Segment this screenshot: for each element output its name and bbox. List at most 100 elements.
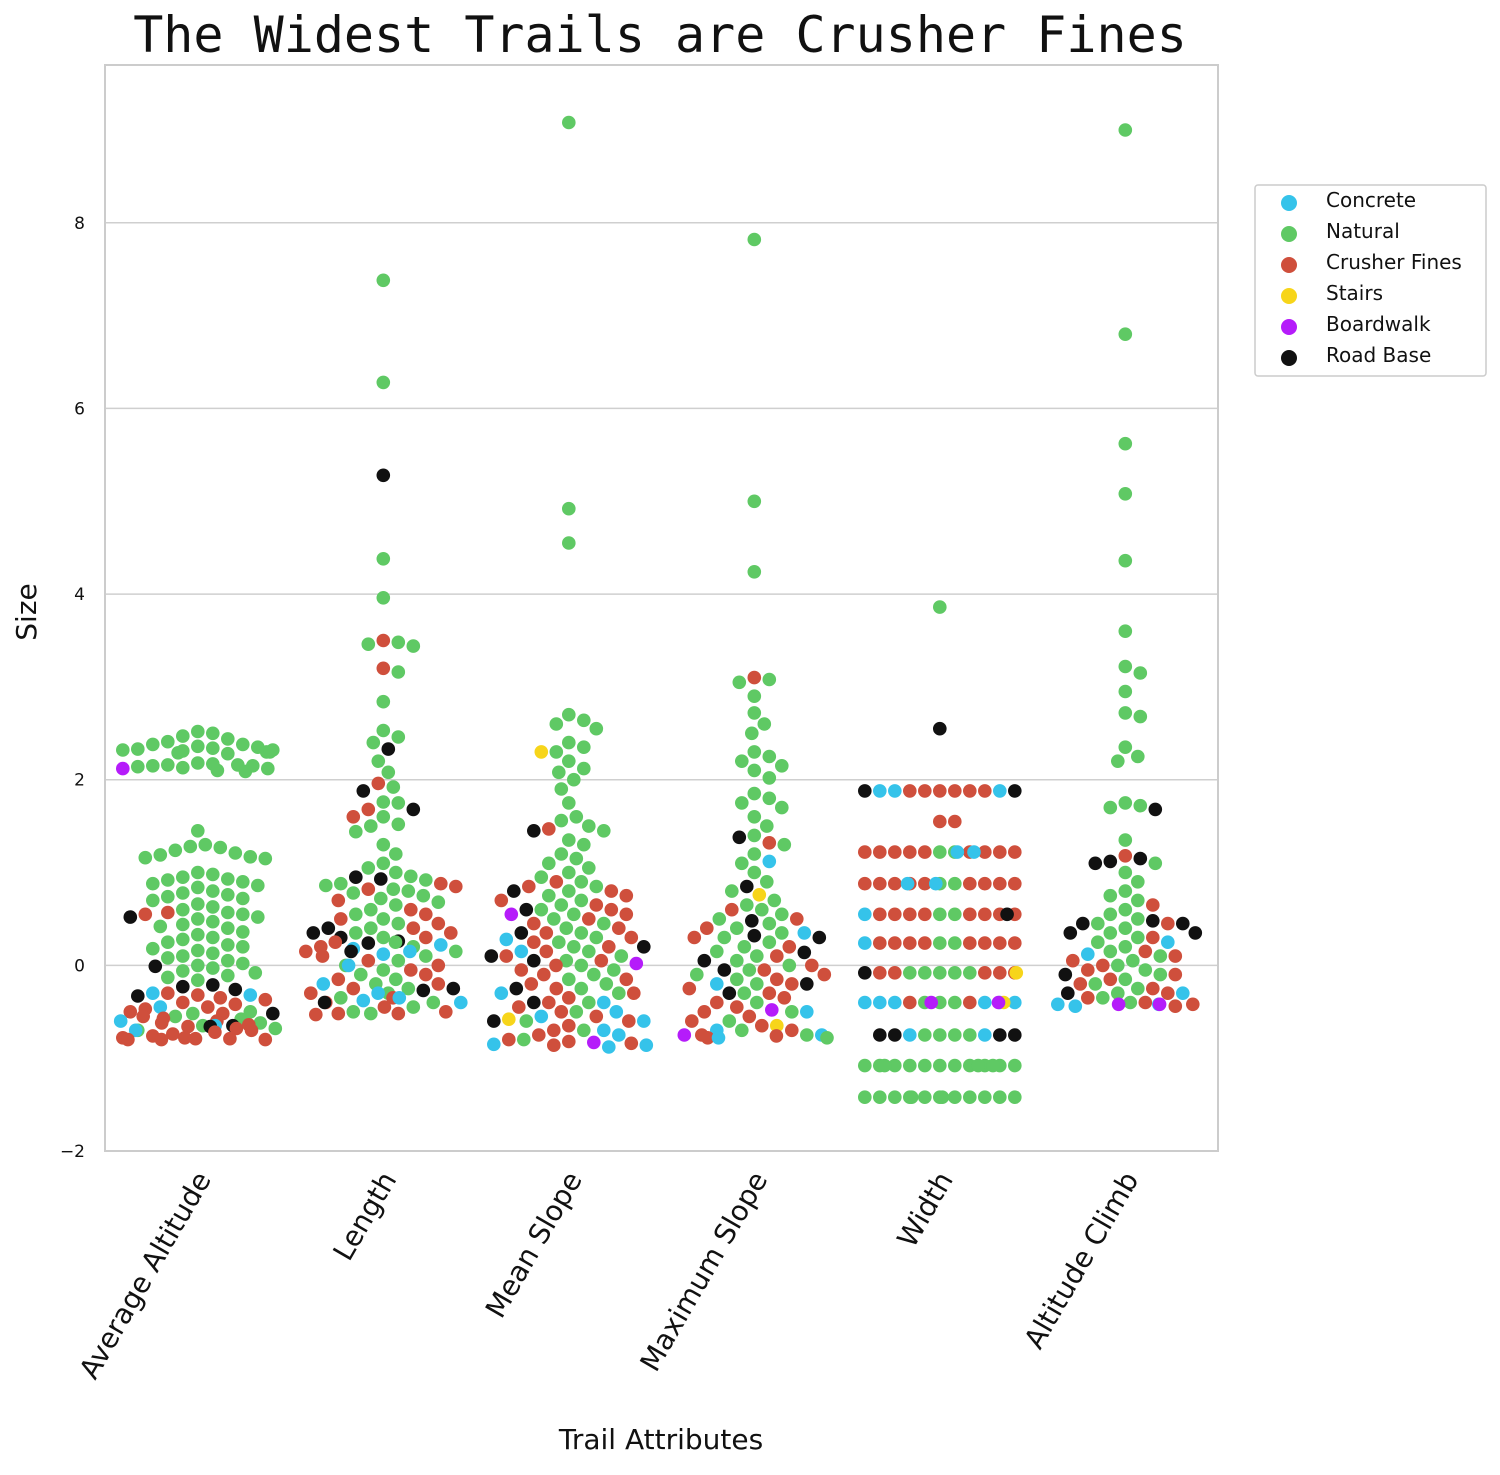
point-road-base bbox=[349, 870, 363, 884]
point-road-base bbox=[1189, 926, 1203, 940]
point-natural bbox=[191, 725, 205, 739]
point-concrete bbox=[535, 1010, 549, 1024]
point-crusher-fines bbox=[948, 815, 962, 829]
point-natural bbox=[191, 959, 205, 973]
point-natural bbox=[236, 875, 250, 889]
point-crusher-fines bbox=[392, 1007, 406, 1021]
point-concrete bbox=[610, 1005, 624, 1019]
point-road-base bbox=[176, 980, 190, 994]
point-road-base bbox=[1134, 852, 1148, 866]
point-crusher-fines bbox=[161, 986, 175, 1000]
point-crusher-fines bbox=[783, 940, 797, 954]
point-natural bbox=[1154, 949, 1168, 963]
point-natural bbox=[392, 665, 406, 679]
point-crusher-fines bbox=[590, 898, 604, 912]
point-natural bbox=[820, 1031, 834, 1045]
point-concrete bbox=[873, 996, 887, 1010]
point-stairs bbox=[502, 1012, 516, 1026]
point-natural bbox=[933, 845, 947, 859]
point-natural bbox=[738, 986, 752, 1000]
point-natural bbox=[214, 841, 228, 855]
point-crusher-fines bbox=[332, 973, 346, 987]
point-natural bbox=[1119, 973, 1133, 987]
point-natural bbox=[402, 884, 416, 898]
point-natural bbox=[392, 796, 406, 810]
point-crusher-fines bbox=[404, 963, 418, 977]
point-crusher-fines bbox=[903, 784, 917, 798]
point-concrete bbox=[798, 926, 812, 940]
plot-frame bbox=[105, 65, 1218, 1151]
point-concrete bbox=[978, 1028, 992, 1042]
point-crusher-fines bbox=[419, 968, 433, 982]
point-crusher-fines bbox=[299, 945, 313, 959]
point-crusher-fines bbox=[419, 931, 433, 945]
point-crusher-fines bbox=[419, 908, 433, 922]
point-concrete bbox=[901, 877, 915, 891]
point-crusher-fines bbox=[550, 875, 564, 889]
point-crusher-fines bbox=[918, 845, 932, 859]
point-crusher-fines bbox=[347, 810, 361, 824]
point-natural bbox=[364, 819, 378, 833]
point-natural bbox=[372, 754, 386, 768]
point-concrete bbox=[377, 947, 391, 961]
point-natural bbox=[933, 908, 947, 922]
point-concrete bbox=[357, 994, 371, 1008]
point-crusher-fines bbox=[208, 1025, 222, 1039]
point-natural bbox=[169, 844, 183, 858]
point-natural bbox=[154, 920, 168, 934]
point-natural bbox=[918, 1090, 932, 1104]
point-natural bbox=[582, 861, 596, 875]
point-natural bbox=[748, 706, 762, 720]
point-natural bbox=[191, 881, 205, 895]
point-natural bbox=[319, 879, 333, 893]
point-crusher-fines bbox=[590, 1010, 604, 1024]
point-natural bbox=[1119, 123, 1133, 137]
point-natural bbox=[1104, 801, 1118, 815]
point-crusher-fines bbox=[770, 949, 784, 963]
point-crusher-fines bbox=[332, 1007, 346, 1021]
point-natural bbox=[783, 959, 797, 973]
point-natural bbox=[550, 745, 564, 759]
point-crusher-fines bbox=[888, 936, 902, 950]
point-road-base bbox=[357, 784, 371, 798]
point-natural bbox=[176, 729, 190, 743]
point-natural bbox=[763, 673, 777, 687]
point-natural bbox=[191, 740, 205, 754]
point-concrete bbox=[640, 1038, 654, 1052]
point-crusher-fines bbox=[612, 921, 626, 935]
point-natural bbox=[547, 912, 561, 926]
point-natural bbox=[377, 695, 391, 709]
point-natural bbox=[1119, 796, 1133, 810]
point-natural bbox=[176, 761, 190, 775]
point-natural bbox=[377, 857, 391, 871]
point-natural bbox=[161, 890, 175, 904]
point-road-base bbox=[1176, 917, 1190, 931]
point-natural bbox=[1104, 908, 1118, 922]
point-crusher-fines bbox=[688, 931, 702, 945]
point-crusher-fines bbox=[1008, 936, 1022, 950]
point-crusher-fines bbox=[1169, 968, 1183, 982]
point-crusher-fines bbox=[515, 963, 529, 977]
point-boardwalk bbox=[587, 1036, 601, 1050]
point-road-base bbox=[698, 954, 712, 968]
point-natural bbox=[1154, 968, 1168, 982]
point-natural bbox=[146, 738, 160, 752]
point-crusher-fines bbox=[155, 1033, 169, 1047]
point-road-base bbox=[417, 984, 431, 998]
point-natural bbox=[1119, 903, 1133, 917]
point-crusher-fines bbox=[1169, 999, 1183, 1013]
point-crusher-fines bbox=[710, 996, 724, 1010]
point-natural bbox=[775, 908, 789, 922]
point-natural bbox=[986, 1059, 1000, 1073]
point-crusher-fines bbox=[1008, 845, 1022, 859]
point-road-base bbox=[637, 940, 651, 954]
point-natural bbox=[139, 851, 153, 865]
point-road-base bbox=[362, 936, 376, 950]
point-natural bbox=[542, 889, 556, 903]
point-natural bbox=[570, 810, 584, 824]
point-natural bbox=[918, 1059, 932, 1073]
point-natural bbox=[206, 727, 220, 741]
point-natural bbox=[377, 912, 391, 926]
point-crusher-fines bbox=[189, 1032, 203, 1046]
legend-label-road-base: Road Base bbox=[1326, 343, 1431, 367]
